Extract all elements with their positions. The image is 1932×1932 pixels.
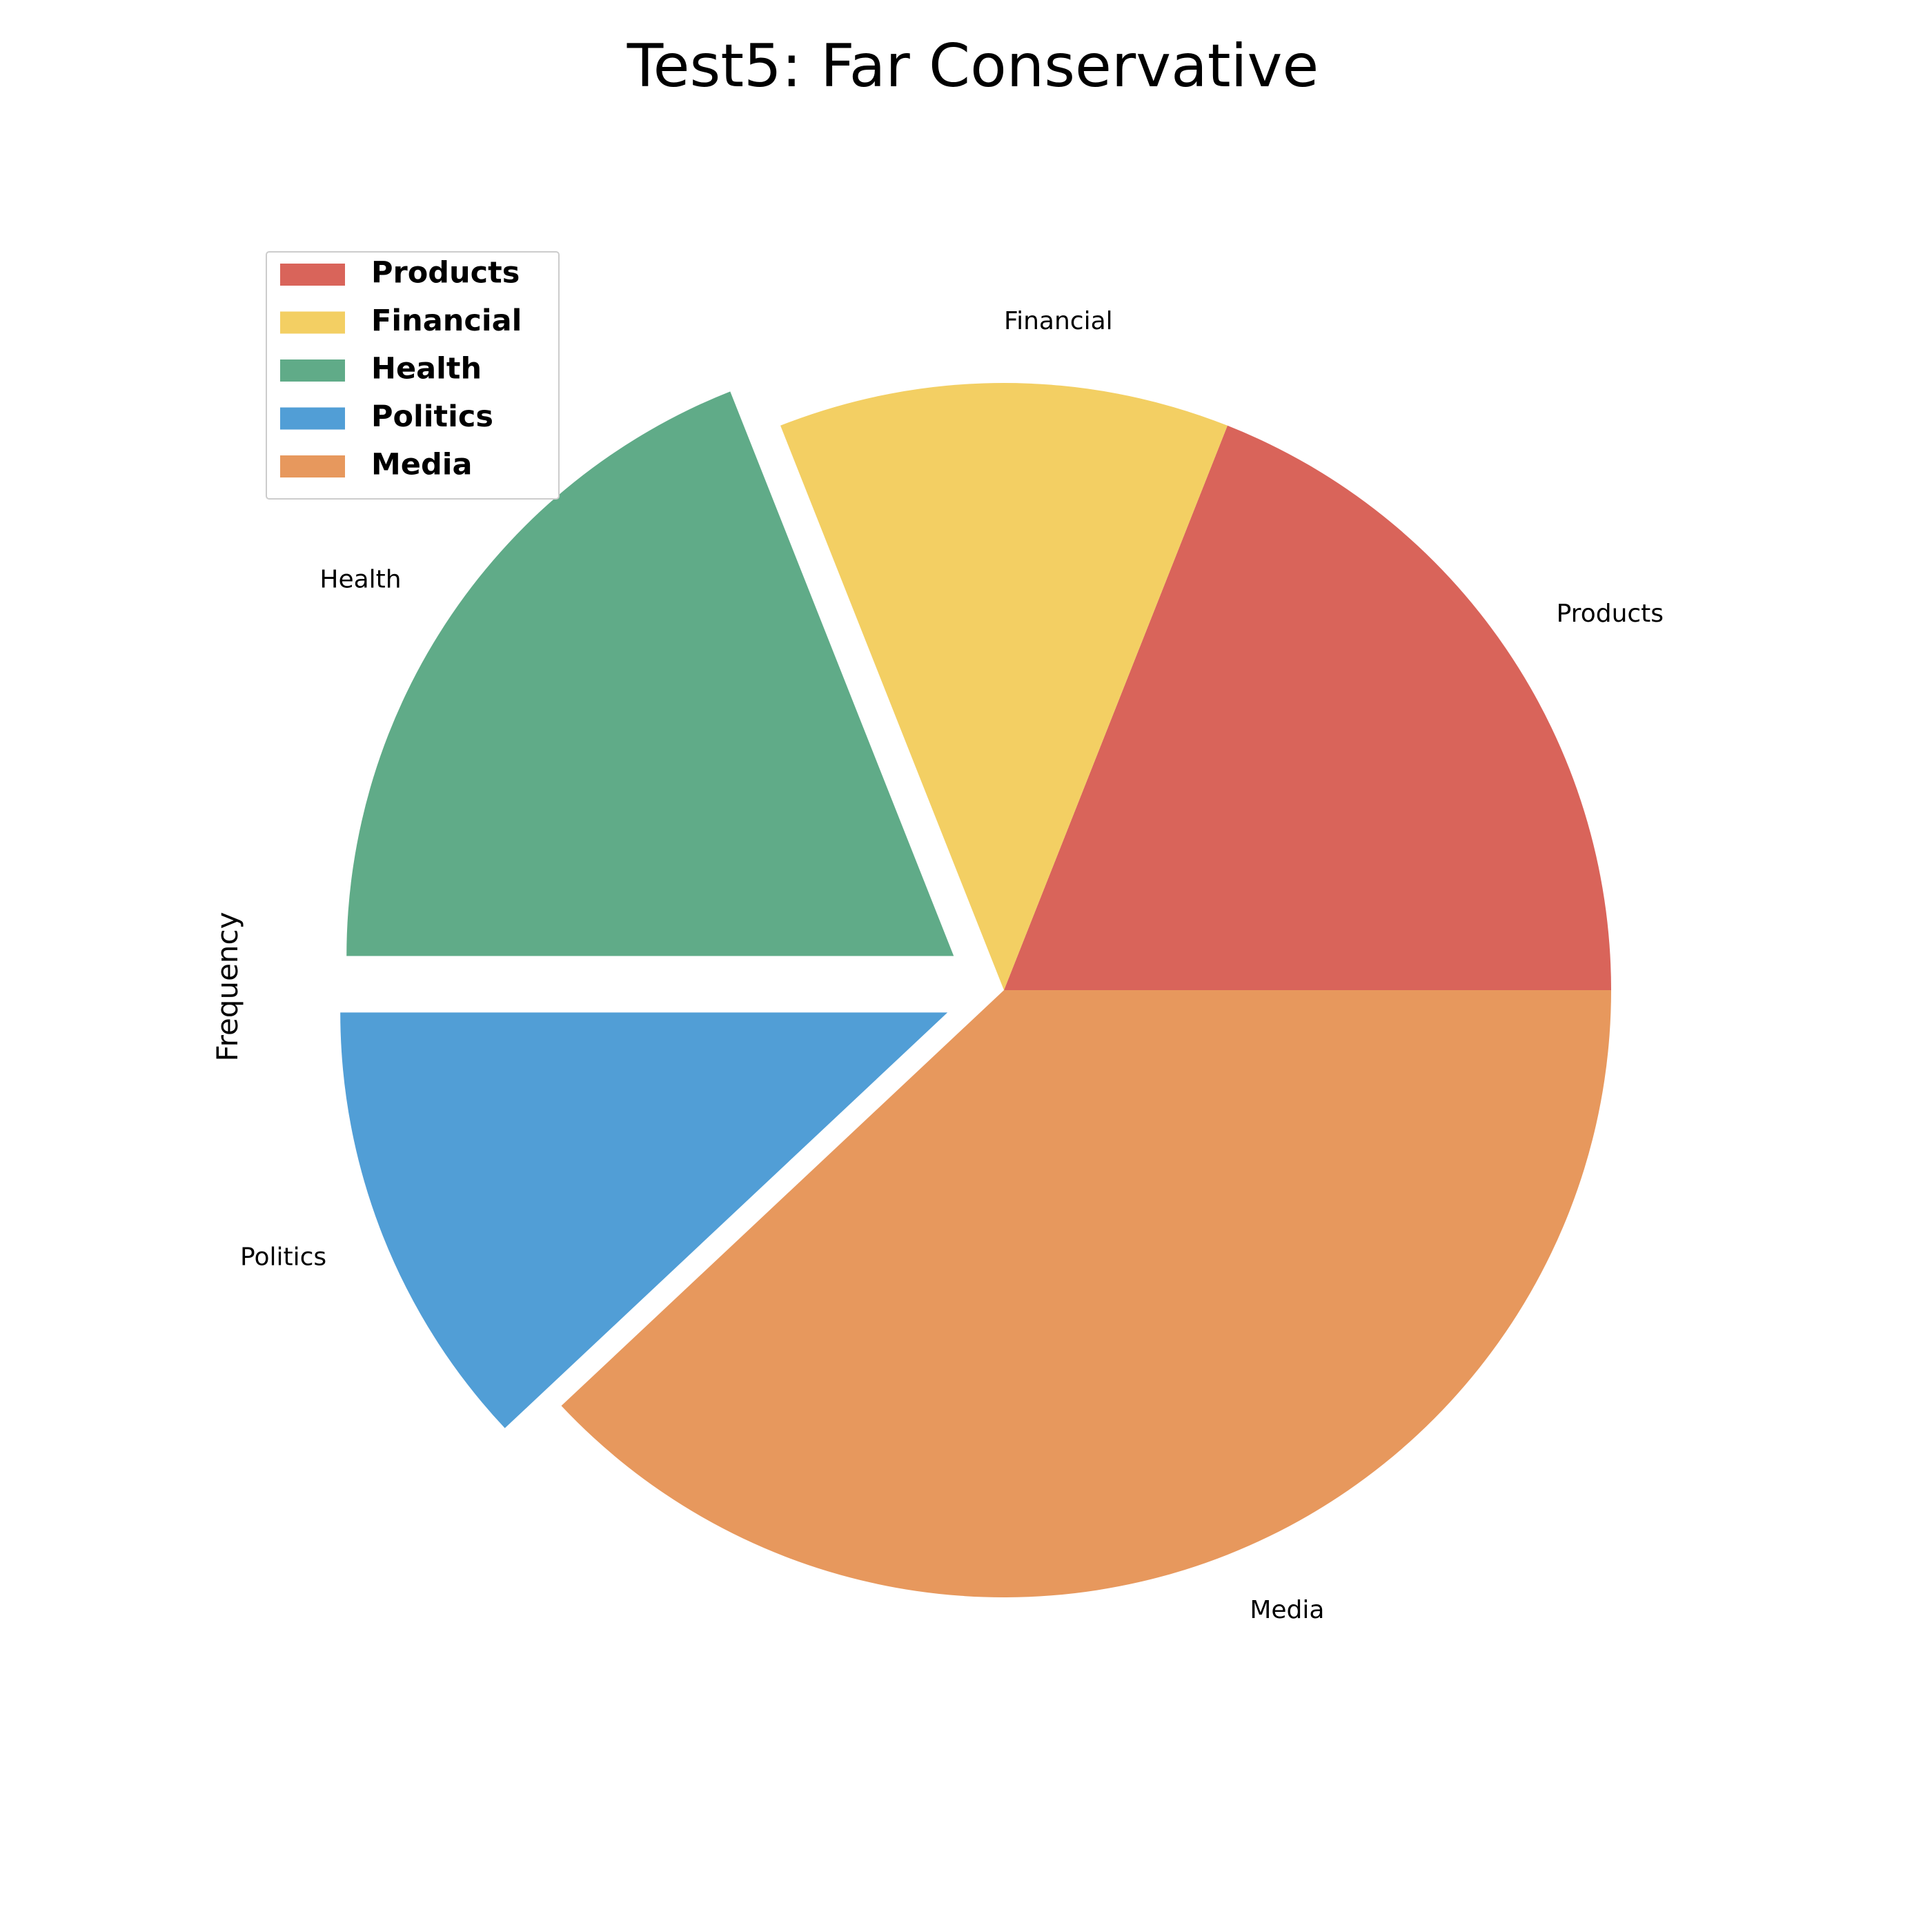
legend-items: Products Financial Health Politics Media: [280, 256, 522, 482]
legend-label-media: Media: [371, 448, 473, 482]
legend-label-politics: Politics: [371, 400, 493, 434]
pie-slice-labels: Products Financial Health Politics Media: [240, 307, 1664, 1624]
legend-swatch-products: [280, 264, 345, 286]
slice-label-products: Products: [1557, 600, 1664, 628]
slice-label-media: Media: [1250, 1596, 1324, 1624]
pie-slice-health: [346, 391, 954, 956]
legend-swatch-financial: [280, 311, 345, 334]
pie-slice-financial: [780, 383, 1228, 990]
legend-swatch-health: [280, 359, 345, 382]
slice-label-financial: Financial: [1004, 307, 1113, 335]
chart-title: Test5: Far Conservative: [627, 32, 1319, 101]
pie-slice-media: [561, 990, 1612, 1597]
slice-label-health: Health: [319, 565, 401, 593]
pie-slice-products: [1004, 425, 1611, 990]
legend-label-health: Health: [371, 352, 482, 386]
legend-label-financial: Financial: [371, 304, 522, 338]
legend-swatch-media: [280, 455, 345, 477]
legend-label-products: Products: [371, 256, 520, 290]
y-axis-label: Frequency: [210, 912, 244, 1062]
legend: Products Financial Health Politics Media: [266, 251, 560, 500]
slice-label-politics: Politics: [240, 1243, 326, 1272]
pie-slices: [340, 383, 1612, 1597]
pie-slice-politics: [340, 1012, 948, 1428]
legend-swatch-politics: [280, 407, 345, 430]
